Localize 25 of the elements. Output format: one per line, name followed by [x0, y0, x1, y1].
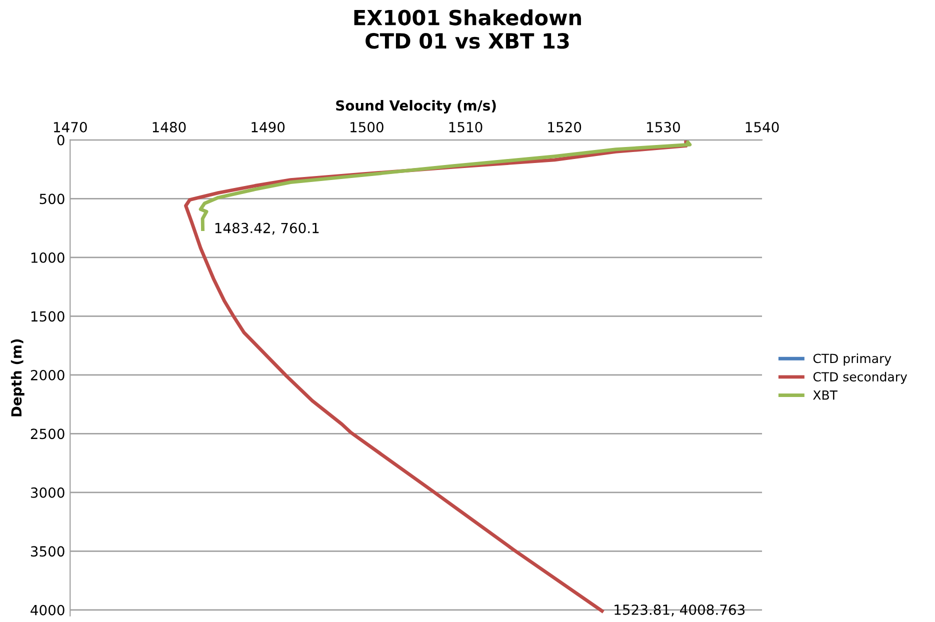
chart-title: EX1001 Shakedown CTD 01 vs XBT 13: [354, 9, 581, 49]
x-tick-label: 1520: [548, 122, 582, 132]
x-tick-label: 1480: [152, 122, 186, 132]
x-axis-title: Sound Velocity (m/s): [336, 100, 496, 114]
x-tick-label: 1510: [449, 122, 482, 132]
y-tick-label: 3500: [30, 546, 64, 557]
y-tick-label: 2000: [30, 370, 64, 380]
y-tick-label: 1500: [31, 311, 64, 322]
y-tick-label: 4000: [30, 604, 64, 616]
y-tick-label: 2500: [30, 428, 64, 440]
y-tick-label: 3000: [30, 487, 64, 498]
x-tick-label: 1530: [647, 122, 680, 132]
y-tick-label: 1000: [31, 252, 64, 263]
y-tick-label: 0: [57, 134, 64, 146]
x-tick-label: 1540: [746, 122, 779, 132]
x-tick-label: 1500: [350, 122, 384, 132]
annotation: 1483.42, 760.1: [215, 222, 319, 235]
y-axis-title: Depth (m): [10, 339, 24, 416]
x-tick-label: 1470: [54, 122, 87, 132]
legend-label: XBT: [813, 390, 838, 400]
y-tick-label: 500: [40, 194, 64, 204]
annotation: 1523.81, 4008.763: [614, 604, 745, 616]
legend-label: CTD secondary: [813, 372, 908, 384]
x-tick-label: 1490: [252, 122, 285, 132]
legend-label: CTD primary: [813, 353, 892, 366]
